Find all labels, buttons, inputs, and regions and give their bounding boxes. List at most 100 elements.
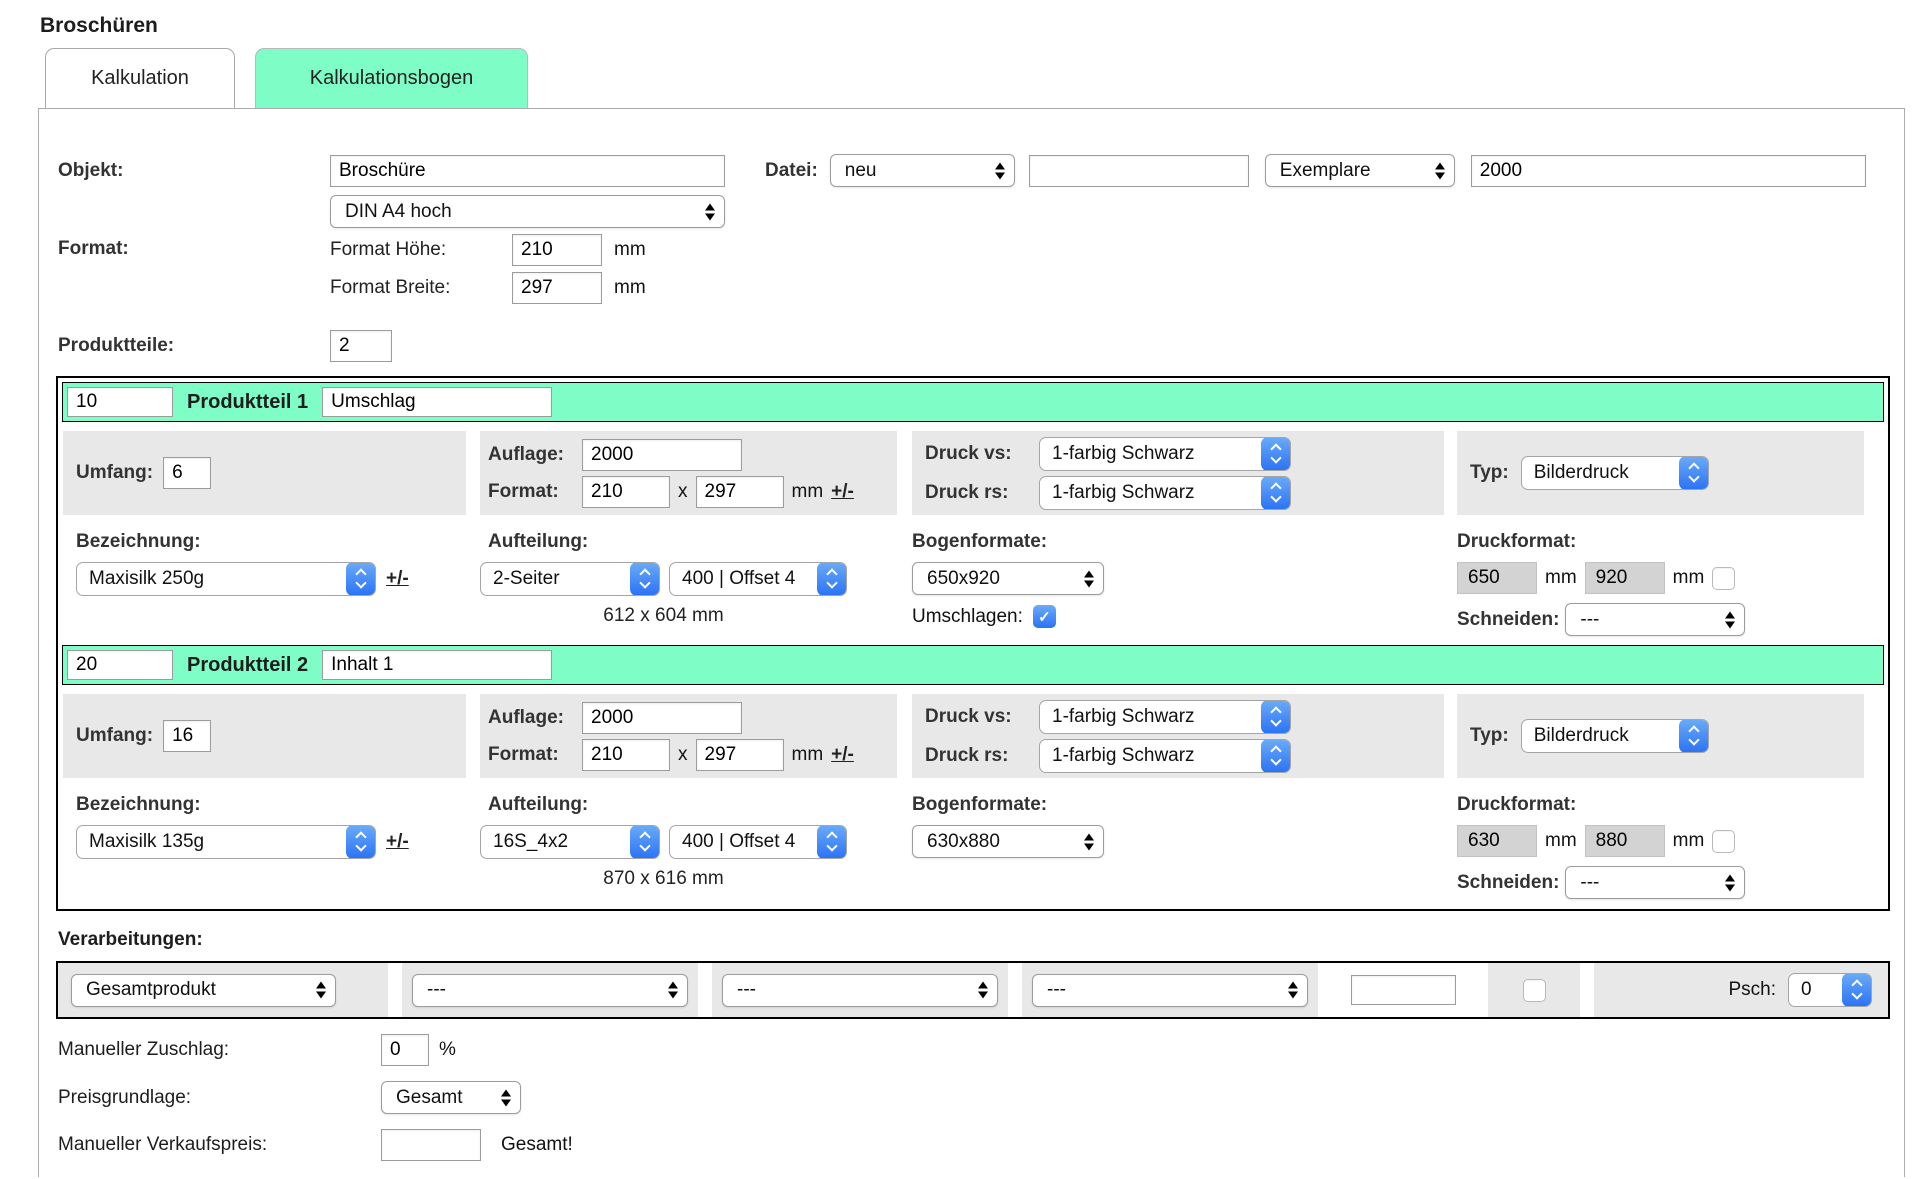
verarbeitung-select-2[interactable]: --- bbox=[412, 973, 688, 1007]
content-panel: Objekt: Datei: neu Exemplare DIN A4 hoch… bbox=[38, 108, 1905, 1177]
typ-label: Typ: bbox=[1470, 725, 1509, 746]
part2-schneiden-select[interactable]: --- bbox=[1565, 866, 1746, 899]
part1-bogenformat-select[interactable]: 650x920 bbox=[912, 562, 1104, 595]
bogenformat-value: 650x920 bbox=[927, 567, 1000, 589]
select-arrows-icon bbox=[1725, 611, 1736, 628]
datei-select[interactable]: neu bbox=[829, 154, 1015, 187]
objekt-label: Objekt: bbox=[58, 159, 124, 181]
psch-label: Psch: bbox=[1728, 979, 1776, 1000]
part1-sheet-size: 612 x 604 mm bbox=[603, 605, 724, 626]
format-hoehe-label: Format Höhe: bbox=[330, 239, 447, 260]
part2-druck-vs-select[interactable]: 1-farbig Schwarz bbox=[1039, 699, 1291, 734]
druckformat-checkbox[interactable] bbox=[1712, 829, 1736, 853]
verarbeitung-select-4[interactable]: --- bbox=[1032, 973, 1308, 1007]
part2-header: Produktteil 2 bbox=[62, 645, 1884, 685]
schneiden-label: Schneiden: bbox=[1457, 608, 1560, 630]
part1-bezeichnung-select[interactable]: Maxisilk 250g bbox=[76, 562, 376, 596]
format-plusminus-link[interactable]: +/- bbox=[831, 480, 854, 502]
druckformat-label: Druckformat: bbox=[1457, 531, 1577, 552]
psch-stepper[interactable]: 0 bbox=[1788, 973, 1872, 1007]
preisgrundlage-row: Preisgrundlage: Gesamt bbox=[58, 1081, 1904, 1114]
mm-unit: mm bbox=[791, 480, 824, 502]
verkaufspreis-row: Manueller Verkaufspreis: Gesamt! bbox=[58, 1129, 1904, 1161]
format-fields: Format Höhe: mm Format Breite: mm bbox=[330, 234, 646, 310]
part2-typ-select[interactable]: Bilderdruck bbox=[1520, 719, 1709, 753]
part1-druck-vs-select[interactable]: 1-farbig Schwarz bbox=[1039, 436, 1291, 471]
part1-aufteilung-select[interactable]: 2-Seiter bbox=[480, 562, 660, 596]
preisgrundlage-select[interactable]: Gesamt bbox=[381, 1081, 521, 1114]
datei-file-input[interactable] bbox=[1028, 154, 1249, 187]
format-preset-row: DIN A4 hoch bbox=[330, 195, 1904, 228]
part2-umfang-input[interactable] bbox=[163, 720, 212, 752]
format-plusminus-link[interactable]: +/- bbox=[831, 743, 854, 765]
format-hoehe-input[interactable] bbox=[512, 234, 602, 266]
verarbeitung-input[interactable] bbox=[1350, 975, 1456, 1005]
umfang-label: Umfang: bbox=[76, 725, 154, 746]
aufteilung-value: 2-Seiter bbox=[493, 568, 560, 589]
part2-bogenformat-select[interactable]: 630x880 bbox=[912, 825, 1104, 858]
part1-bogenformate-cell: Bogenformate: 650x920 Umschlagen: ✓ bbox=[912, 525, 1444, 637]
part2-row2: Bezeichnung: Maxisilk 135g +/- Aufteilun… bbox=[62, 788, 1884, 900]
schneiden-value: --- bbox=[1580, 871, 1600, 893]
part1-row2: Bezeichnung: Maxisilk 250g +/- Aufteilun… bbox=[62, 525, 1884, 637]
bezeichnung-label: Bezeichnung: bbox=[76, 531, 201, 552]
druck-vs-value: 1-farbig Schwarz bbox=[1052, 705, 1195, 727]
part1-druck-rs-select[interactable]: 1-farbig Schwarz bbox=[1039, 475, 1291, 510]
aufteilung-label: Aufteilung: bbox=[488, 794, 589, 815]
part1-format-h-input[interactable] bbox=[695, 475, 784, 508]
exemplare-input[interactable] bbox=[1470, 154, 1866, 187]
part2-name-input[interactable] bbox=[322, 650, 553, 680]
bezeichnung-plusminus-link[interactable]: +/- bbox=[386, 568, 409, 589]
druckformat-checkbox[interactable] bbox=[1712, 566, 1736, 590]
exemplare-select[interactable]: Exemplare bbox=[1264, 154, 1455, 187]
chevrons-icon bbox=[817, 826, 846, 858]
part2-auflage-input[interactable] bbox=[582, 701, 742, 734]
umschlagen-label: Umschlagen: bbox=[912, 605, 1023, 627]
tab-kalkulationsbogen[interactable]: Kalkulationsbogen bbox=[255, 48, 528, 108]
part1-typ-select[interactable]: Bilderdruck bbox=[1520, 456, 1709, 490]
bezeichnung-value: Maxisilk 135g bbox=[89, 831, 205, 852]
format-line: Format: x mm +/- bbox=[488, 475, 897, 508]
objekt-input[interactable] bbox=[330, 154, 725, 187]
chevrons-icon bbox=[817, 563, 846, 595]
part2-druck-rs-select[interactable]: 1-farbig Schwarz bbox=[1039, 738, 1291, 773]
maschine-value: 400 | Offset 4 bbox=[682, 831, 796, 852]
produktteile-input[interactable] bbox=[330, 330, 392, 362]
part1-maschine-select[interactable]: 400 | Offset 4 bbox=[669, 562, 847, 596]
auflage-line: Auflage: bbox=[488, 438, 897, 471]
format-label: Format: bbox=[488, 743, 559, 765]
umschlagen-checkbox[interactable]: ✓ bbox=[1032, 605, 1056, 628]
part1-umfang-input[interactable] bbox=[163, 457, 212, 489]
mm-unit: mm bbox=[1672, 830, 1705, 851]
verkaufspreis-input[interactable] bbox=[381, 1129, 481, 1161]
datei-label: Datei: bbox=[765, 159, 818, 181]
format-preset-select[interactable]: DIN A4 hoch bbox=[330, 195, 725, 228]
part2-format-h-input[interactable] bbox=[695, 738, 784, 771]
verarbeitung-checkbox[interactable] bbox=[1522, 978, 1546, 1002]
part2-bezeichnung-select[interactable]: Maxisilk 135g bbox=[76, 825, 376, 859]
part1-schneiden-select[interactable]: --- bbox=[1565, 603, 1746, 636]
tab-kalkulation[interactable]: Kalkulation bbox=[45, 48, 235, 108]
part2-maschine-select[interactable]: 400 | Offset 4 bbox=[669, 825, 847, 859]
chevrons-icon bbox=[1842, 974, 1871, 1006]
part1-auflage-input[interactable] bbox=[582, 438, 742, 471]
part1-format-w-input[interactable] bbox=[582, 475, 670, 508]
format-breite-input[interactable] bbox=[512, 272, 602, 304]
part1-name-input[interactable] bbox=[322, 387, 553, 417]
part2-format-w-input[interactable] bbox=[582, 738, 670, 771]
check-icon: ✓ bbox=[1038, 608, 1051, 626]
zuschlag-input[interactable] bbox=[381, 1034, 429, 1066]
preisgrundlage-label: Preisgrundlage: bbox=[58, 1086, 192, 1108]
verarbeitung-4-value: --- bbox=[1047, 979, 1066, 1000]
part2-druckformat-cell: Druckformat: mm mm Schneiden: --- bbox=[1457, 788, 1864, 900]
part1-code-input[interactable] bbox=[67, 387, 173, 417]
druckformat-dims: mm mm bbox=[1457, 825, 1864, 857]
part2-aufteilung-select[interactable]: 16S_4x2 bbox=[480, 825, 660, 859]
verarbeitung-select-1[interactable]: Gesamtprodukt bbox=[71, 973, 336, 1007]
part2-code-input[interactable] bbox=[67, 650, 173, 680]
verkaufspreis-label: Manueller Verkaufspreis: bbox=[58, 1134, 268, 1155]
bezeichnung-plusminus-link[interactable]: +/- bbox=[386, 831, 409, 852]
verarbeitung-select-3[interactable]: --- bbox=[722, 973, 998, 1007]
part1-druckformat-cell: Druckformat: mm mm Schneiden: --- bbox=[1457, 525, 1864, 637]
verarbeitung-input-seg bbox=[1318, 963, 1488, 1017]
